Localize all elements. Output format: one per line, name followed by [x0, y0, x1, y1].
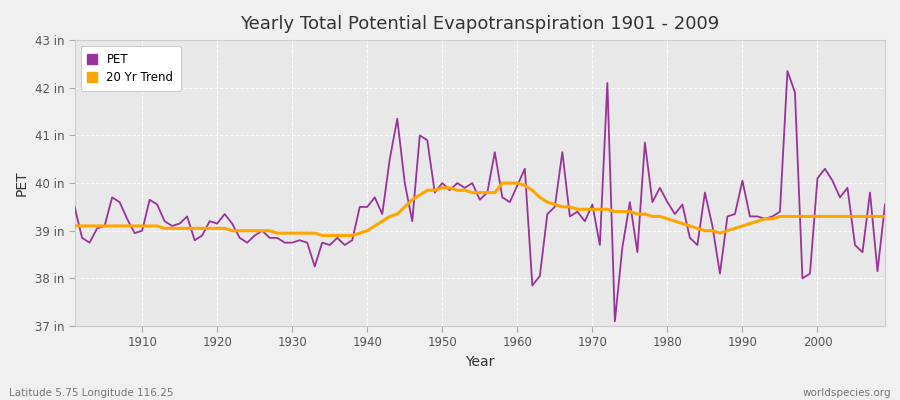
Text: Latitude 5.75 Longitude 116.25: Latitude 5.75 Longitude 116.25 [9, 388, 174, 398]
Title: Yearly Total Potential Evapotranspiration 1901 - 2009: Yearly Total Potential Evapotranspiratio… [240, 15, 719, 33]
Legend: PET, 20 Yr Trend: PET, 20 Yr Trend [80, 46, 181, 91]
Y-axis label: PET: PET [15, 170, 29, 196]
Text: worldspecies.org: worldspecies.org [803, 388, 891, 398]
X-axis label: Year: Year [465, 355, 494, 369]
